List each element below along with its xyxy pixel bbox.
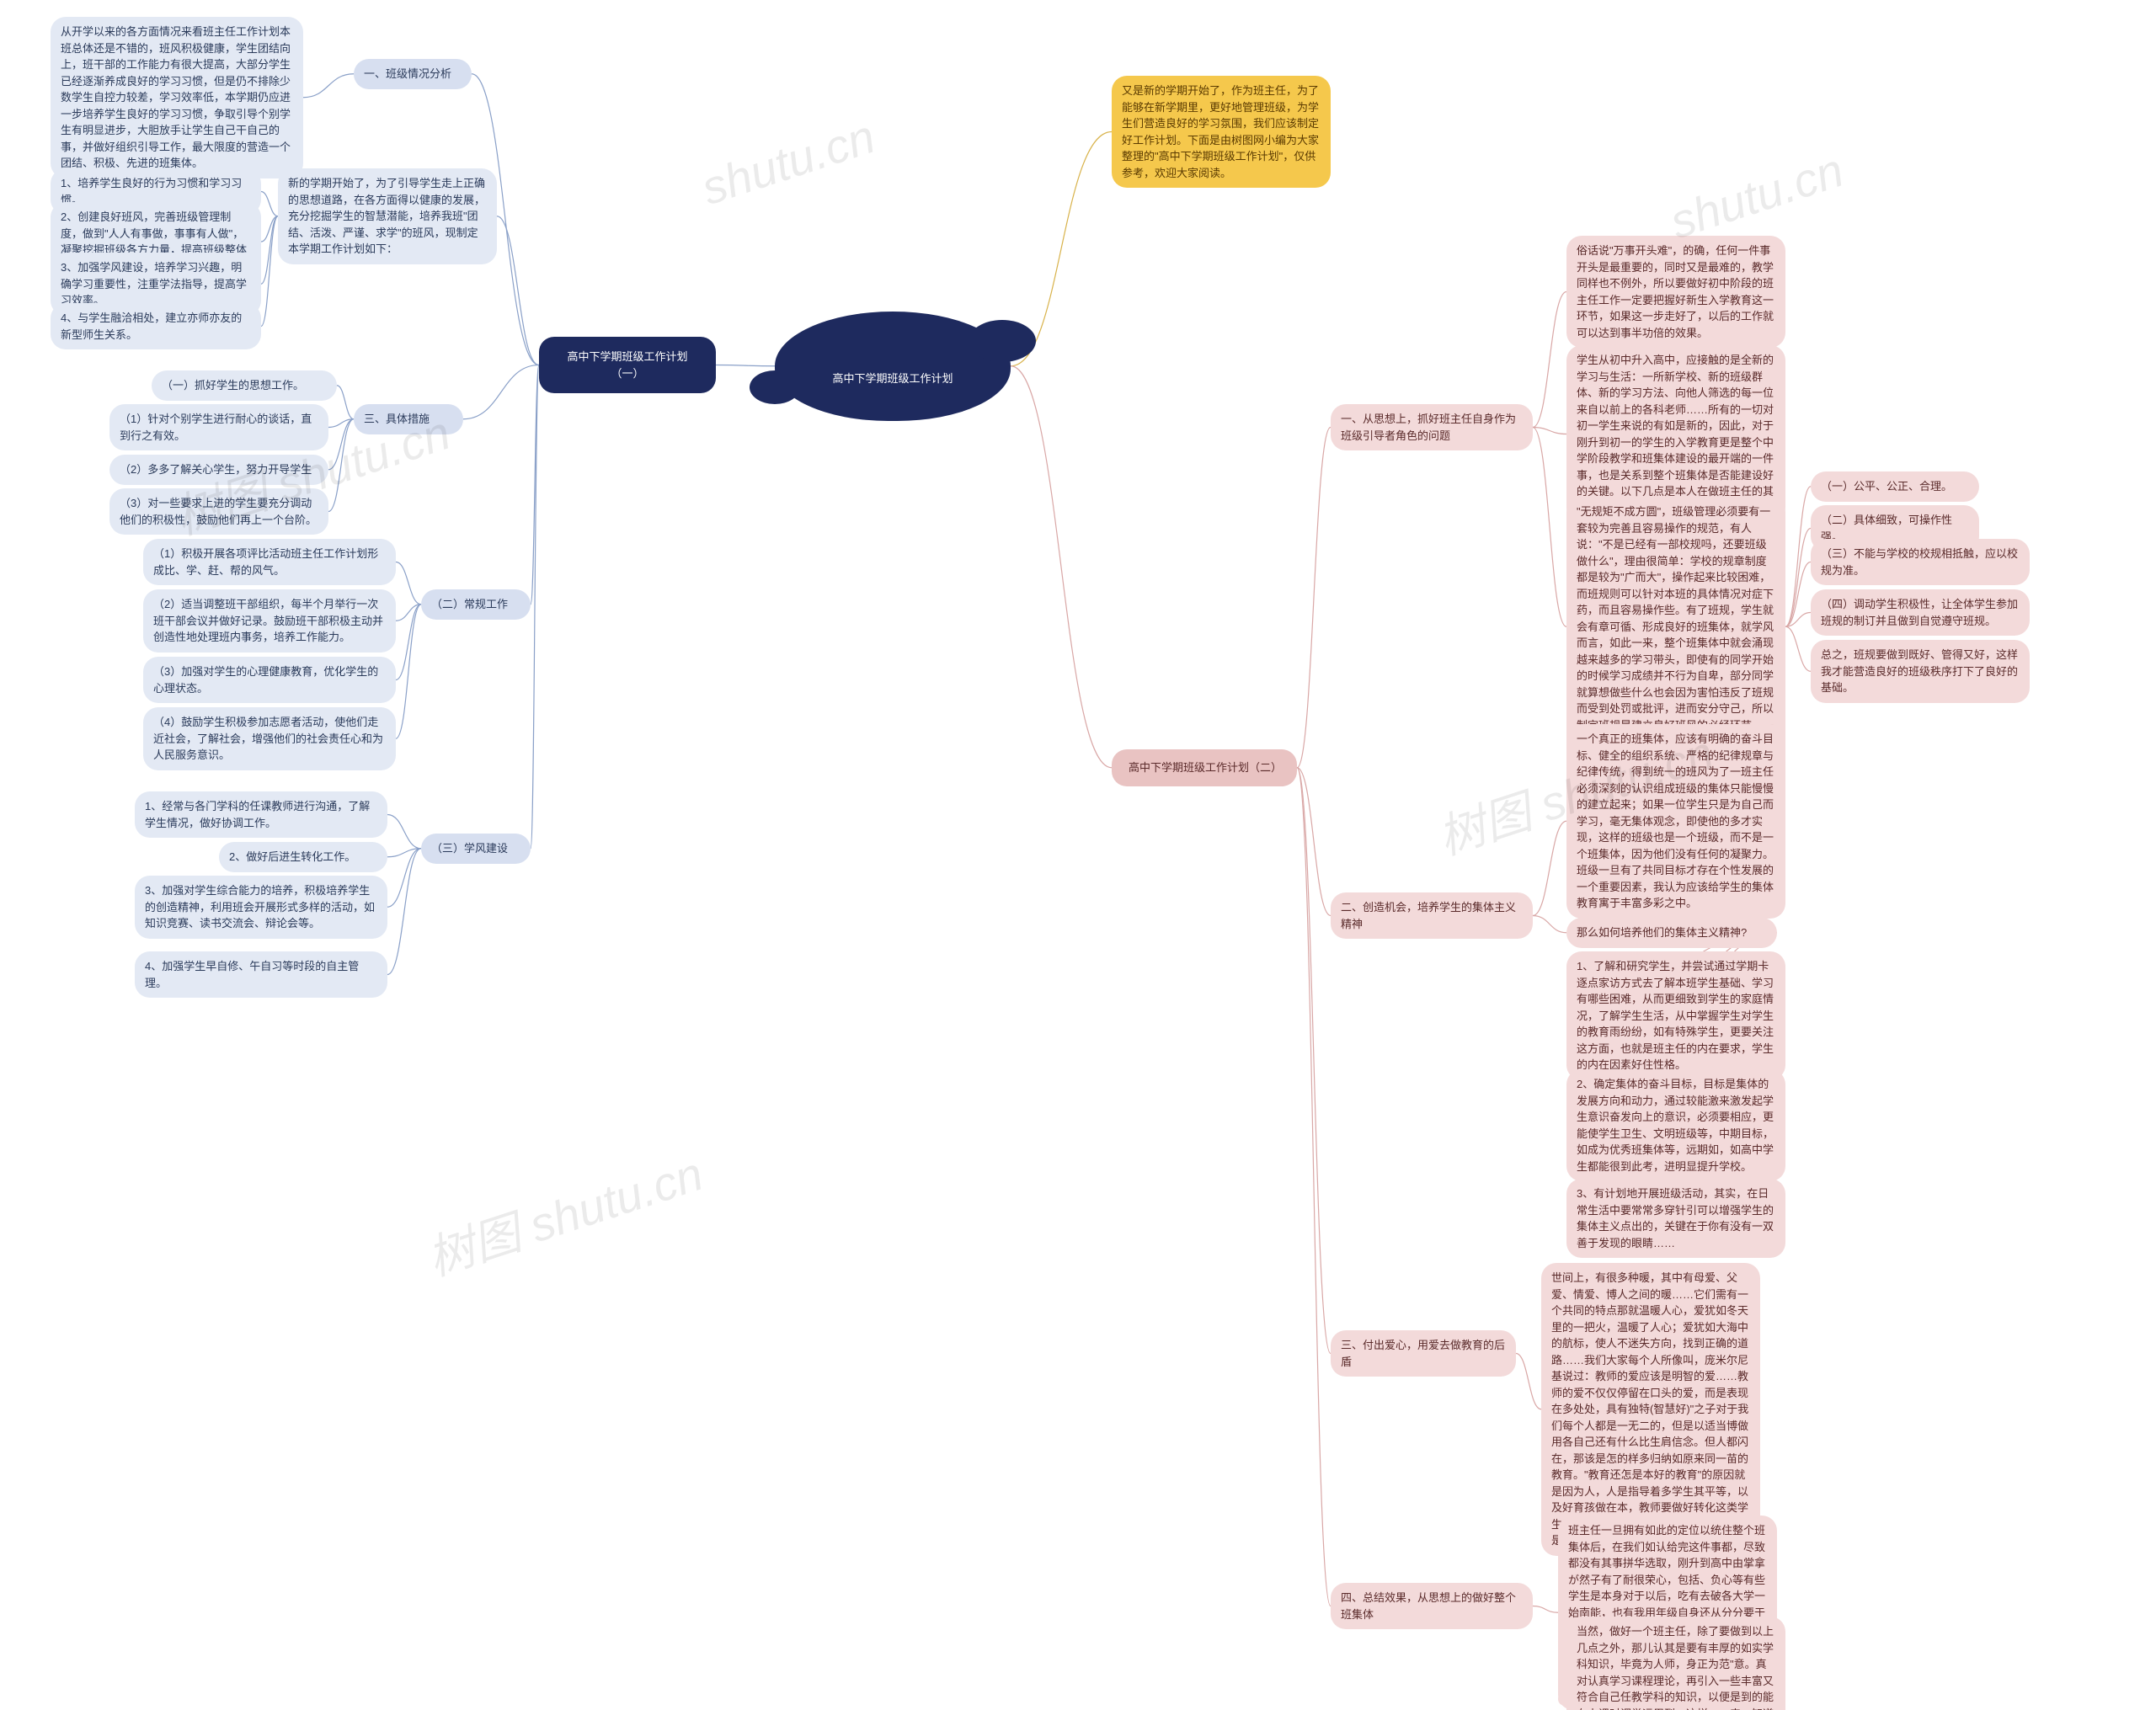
edge — [716, 365, 775, 366]
edge — [396, 605, 421, 621]
edge — [1297, 428, 1331, 768]
edge — [337, 386, 354, 419]
watermark: shutu.cn — [1663, 142, 1849, 249]
edge — [1533, 292, 1566, 428]
edge — [396, 562, 421, 605]
l5-title: （三）学风建设 — [421, 834, 531, 864]
r1-3: "无规矩不成方圆"，班级管理必须要有一套较为完善且容易操作的规范，有人说："不是… — [1566, 497, 1785, 757]
l3-2: （1）针对个别学生进行耐心的谈话，直到行之有效。 — [109, 404, 328, 450]
center-title: 高中下学期班级工作计划 — [775, 312, 1011, 421]
r1-3-4: （四）调动学生积极性，让全体学生参加班规的制订并且做到自觉遵守班规。 — [1811, 589, 2030, 636]
edge — [1785, 626, 1811, 671]
l5-3: 3、加强对学生综合能力的培养，积极培养学生的创造精神，利用班会开展形式多样的活动… — [135, 876, 387, 939]
r3-title: 三、付出爱心，用爱去做教育的后盾 — [1331, 1330, 1516, 1377]
l3-4: （3）对一些要求上进的学生要充分调动他们的积极性，鼓励他们再上一个台阶。 — [109, 488, 328, 535]
edge — [1533, 916, 1566, 933]
edge — [396, 605, 421, 680]
r2-1: 1、了解和研究学生，并尝试通过学期卡逐点家访方式去了解本班学生基础、学习有哪些困… — [1566, 951, 1785, 1080]
edge — [387, 815, 421, 849]
edge — [1533, 428, 1566, 434]
l3-3: （2）多多了解关心学生，努力开导学生 — [109, 455, 328, 485]
edge — [261, 216, 278, 242]
edge — [1533, 821, 1566, 915]
edge — [261, 192, 278, 216]
l2-4: 4、与学生融洽相处，建立亦师亦友的新型师生关系。 — [51, 303, 261, 349]
r2-title: 二、创造机会，培养学生的集体主义精神 — [1331, 892, 1533, 939]
edge — [261, 216, 278, 285]
edge — [328, 419, 354, 428]
r3-content: 世间上，有很多种暖，其中有母爱、父爱、情爱、博人之间的暖……它们需有一个共同的特… — [1541, 1263, 1760, 1556]
l3-title: 三、具体措施 — [354, 404, 463, 434]
edge — [531, 365, 539, 849]
l4-1: （1）积极开展各项评比活动班主任工作计划形成比、学、赶、帮的风气。 — [143, 539, 396, 585]
edge — [387, 849, 421, 857]
edge — [1516, 1354, 1541, 1409]
r2-q: 那么如何培养他们的集体主义精神? — [1566, 918, 1777, 948]
intro: 又是新的学期开始了，作为班主任，为了能够在新学期里，更好地管理班级，为学生们营造… — [1112, 76, 1331, 188]
edge — [1785, 613, 1811, 627]
r4-title: 四、总结效果，从思想上的做好整个班集体 — [1331, 1583, 1533, 1629]
edge — [328, 419, 354, 512]
edge — [1533, 1606, 1558, 1613]
r2-3: 3、有计划地开展班级活动，其实，在日常生活中要常常多穿针引可以增强学生的集体主义… — [1566, 1179, 1785, 1258]
l4-3: （3）加强对学生的心理健康教育，优化学生的心理状态。 — [143, 657, 396, 703]
edge — [387, 849, 421, 908]
edge — [497, 216, 539, 365]
edge — [531, 365, 539, 605]
edge — [387, 849, 421, 975]
edge — [396, 605, 421, 739]
edge — [1297, 768, 1331, 1354]
r4-b: 当然，做好一个班主任，除了要做到以上几点之外，那儿认其是要有丰厚的如实学科知识，… — [1566, 1617, 1785, 1710]
l5-4: 4、加强学生早自修、午自习等时段的自主管理。 — [135, 951, 387, 998]
r2-2: 2、确定集体的奋斗目标，目标是集体的发展方向和动力，通过较能激来激发起学生意识奋… — [1566, 1069, 1785, 1181]
l1-title: 一、班级情况分析 — [354, 59, 472, 89]
edge — [1785, 562, 1811, 627]
edge — [1533, 428, 1566, 627]
l4-2: （2）适当调整班干部组织，每半个月举行一次班干部会议并做好记录。鼓励班干部积极主… — [143, 589, 396, 653]
r1-3-1: （一）公平、公正、合理。 — [1811, 471, 1979, 502]
edge — [1785, 529, 1811, 627]
r2-mid: 一个真正的班集体，应该有明确的奋斗目标、健全的组织系统、严格的纪律规章与纪律传统… — [1566, 724, 1785, 919]
edge — [328, 419, 354, 470]
r1-3-5: 总之，班规要做到既好、管得又好，这样我才能营造良好的班级秩序打下了良好的基础。 — [1811, 640, 2030, 703]
edge — [1297, 768, 1331, 916]
edge — [261, 216, 278, 327]
l4-title: （二）常规工作 — [421, 589, 531, 620]
edge — [1785, 487, 1811, 627]
edge — [1011, 366, 1112, 768]
right-main: 高中下学期班级工作计划（二） — [1112, 749, 1297, 786]
watermark: 树图 shutu.cn — [418, 1137, 711, 1290]
r1-1: 俗话说"万事开头难"，的确，任何一件事开头是最重要的，同时又是最难的，教学同样也… — [1566, 236, 1785, 348]
r1-title: 一、从思想上，抓好班主任自身作为班级引导者角色的问题 — [1331, 404, 1533, 450]
edge — [463, 365, 539, 419]
l4-4: （4）鼓励学生积极参加志愿者活动，使他们走近社会，了解社会，增强他们的社会责任心… — [143, 707, 396, 770]
l3-1: （一）抓好学生的思想工作。 — [152, 370, 337, 401]
l1-content: 从开学以来的各方面情况来看班主任工作计划本班总体还是不错的，班风积极健康，学生团… — [51, 17, 303, 178]
l5-2: 2、做好后进生转化工作。 — [219, 842, 387, 872]
left-main: 高中下学期班级工作计划（一） — [539, 337, 716, 393]
edge — [303, 74, 354, 98]
l2-mid: 新的学期开始了，为了引导学生走上正确的思想道路，在各方面得以健康的发展，充分挖掘… — [278, 168, 497, 264]
watermark: shutu.cn — [695, 109, 881, 216]
r1-3-3: （三）不能与学校的校规相抵触，应以校规为准。 — [1811, 539, 2030, 585]
edge — [1297, 768, 1331, 1606]
l5-1: 1、经常与各门学科的任课教师进行沟通，了解学生情况，做好协调工作。 — [135, 791, 387, 838]
